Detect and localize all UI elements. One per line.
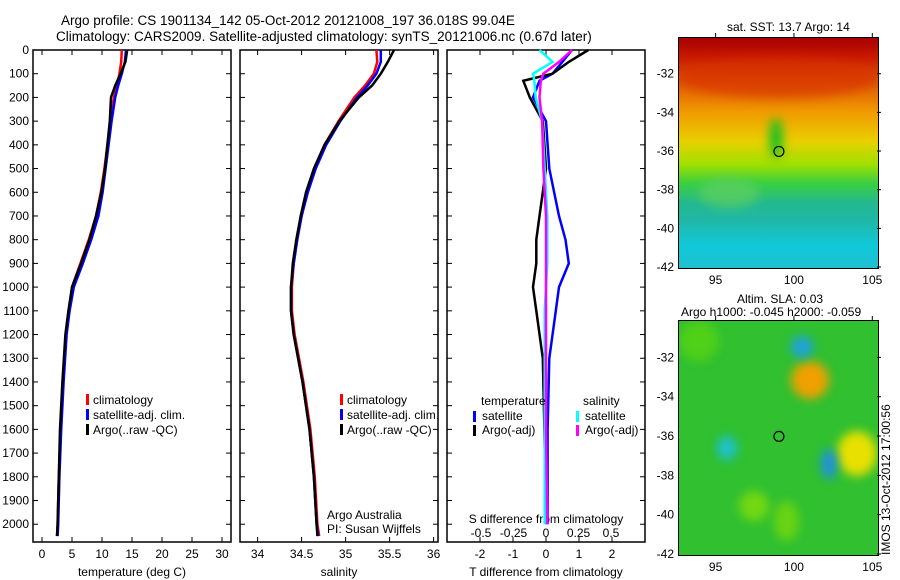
x-tick-label: 15 — [125, 547, 139, 561]
legend-swatch — [576, 425, 579, 436]
y-tick-label: 1200 — [2, 328, 29, 342]
x-tick-label: 30 — [215, 547, 229, 561]
legend-label: climatology — [347, 393, 407, 407]
series-line-s-argo-adj- — [538, 49, 573, 525]
x-tick-label: 20 — [155, 547, 169, 561]
x2-tick-label: -0.5 — [471, 526, 492, 540]
y-tick-label: 0 — [22, 43, 29, 57]
annotation-line-2: PI: Susan Wijffels — [327, 522, 421, 536]
x-tick-label: 36 — [427, 547, 441, 561]
series-line-argo-raw-qc- — [55, 49, 129, 537]
legend-header-temperature: temperature — [481, 394, 546, 408]
y-tick-label: 600 — [9, 185, 29, 199]
series-line-climatology — [290, 49, 379, 537]
lon-tick-label: 95 — [709, 273, 723, 287]
legend-label: satellite-adj. clim. — [93, 408, 185, 422]
x-tick-label: 5 — [69, 547, 76, 561]
legend-swatch — [340, 424, 343, 435]
x-axis-label: salinity — [321, 565, 358, 579]
series-line-satellite-adj-clim- — [289, 50, 383, 537]
x-tick-label: 34 — [251, 547, 265, 561]
legend-swatch — [340, 394, 343, 405]
y-tick-label: 1900 — [2, 494, 29, 508]
legend-header-salinity: salinity — [583, 394, 620, 408]
x2-tick-label: 0 — [543, 526, 550, 540]
legend-swatch — [86, 424, 89, 435]
legend-swatch — [86, 394, 89, 405]
x-tick-label: 0 — [543, 547, 550, 561]
annotation-line-1: Argo Australia — [327, 508, 402, 522]
series-line-argo-raw-qc- — [289, 49, 396, 537]
x-tick-label: 35 — [339, 547, 353, 561]
x-tick-label: 25 — [185, 547, 199, 561]
legend-swatch — [473, 411, 476, 422]
y-tick-label: 400 — [9, 138, 29, 152]
x2-tick-label: 0.25 — [567, 526, 591, 540]
x-tick-label: -1 — [508, 547, 519, 561]
legend-label: Argo(..raw -QC) — [93, 423, 178, 437]
y-tick-label: 1000 — [2, 280, 29, 294]
x-tick-label: 34.5 — [290, 547, 314, 561]
x-axis-label: T difference from climatology — [469, 565, 623, 579]
sla-map-title-1: Altim. SLA: 0.03 — [737, 292, 824, 306]
x2-tick-label: 0.5 — [603, 526, 620, 540]
legend-label: Argo(-adj) — [585, 423, 638, 437]
y-tick-label: 1100 — [3, 304, 29, 318]
series-line-s-satellite — [531, 49, 555, 525]
y-tick-label: 100 — [9, 67, 29, 81]
y-tick-label: 500 — [9, 162, 29, 176]
x-tick-label: -2 — [475, 547, 486, 561]
y-tick-label: 1800 — [2, 470, 29, 484]
y-tick-label: 2000 — [2, 517, 29, 531]
x-tick-label: 10 — [95, 547, 109, 561]
profile-plots: 0100200300400500600700800900100011001200… — [2, 43, 646, 579]
title-line-2: Climatology: CARS2009. Satellite-adjuste… — [56, 29, 592, 44]
legend-label: satellite — [482, 409, 523, 423]
sla-map-title-2: Argo h1000: -0.045 h2000: -0.059 — [681, 305, 862, 319]
series-line-satellite-adj-clim- — [56, 49, 128, 537]
legend-swatch — [340, 409, 343, 420]
series-line-t-argo-adj- — [521, 48, 589, 525]
y-tick-label: 1600 — [2, 422, 29, 436]
x2-tick-label: -0.25 — [500, 526, 528, 540]
y-tick-label: 1700 — [2, 446, 29, 460]
legend-swatch — [473, 425, 476, 436]
series-line-t-satellite — [531, 49, 573, 525]
legend-label: satellite-adj. clim. — [347, 408, 439, 422]
x-tick-label: 1 — [576, 547, 583, 561]
lon-tick-label: 105 — [862, 273, 882, 287]
lon-tick-label: 95 — [709, 560, 723, 574]
y-tick-label: 1300 — [2, 351, 29, 365]
legend-label: satellite — [585, 409, 626, 423]
y-tick-label: 700 — [9, 209, 29, 223]
legend-label: climatology — [93, 393, 153, 407]
lon-tick-label: 100 — [784, 273, 804, 287]
legend-swatch — [576, 411, 579, 422]
x-tick-label: 0 — [39, 547, 46, 561]
legend-label: Argo(..raw -QC) — [347, 423, 432, 437]
x-tick-label: 35.5 — [378, 547, 402, 561]
lon-tick-label: 100 — [784, 560, 804, 574]
title-line-1: Argo profile: CS 1901134_142 05-Oct-2012… — [61, 13, 515, 28]
sst-map — [678, 37, 879, 269]
y-tick-label: 1500 — [2, 399, 29, 413]
sla-map — [678, 320, 879, 556]
plot-frame-salinity — [239, 49, 439, 543]
y-tick-label: 300 — [9, 114, 29, 128]
x-tick-label: 2 — [609, 547, 616, 561]
legend-swatch — [86, 409, 89, 420]
imos-timestamp: IMOS 13-Oct-2012 17:00:56 — [879, 404, 893, 555]
lon-tick-label: 105 — [862, 560, 882, 574]
y-tick-label: 900 — [9, 256, 29, 270]
sst-map-title: sat. SST: 13.7 Argo: 14 — [727, 20, 850, 34]
x-axis-label: temperature (deg C) — [78, 565, 186, 579]
legend-label: Argo(-adj) — [482, 423, 535, 437]
y-tick-label: 200 — [9, 90, 29, 104]
y-tick-label: 800 — [9, 233, 29, 247]
y-tick-label: 1400 — [2, 375, 29, 389]
plot-frame-temperature — [32, 49, 232, 543]
